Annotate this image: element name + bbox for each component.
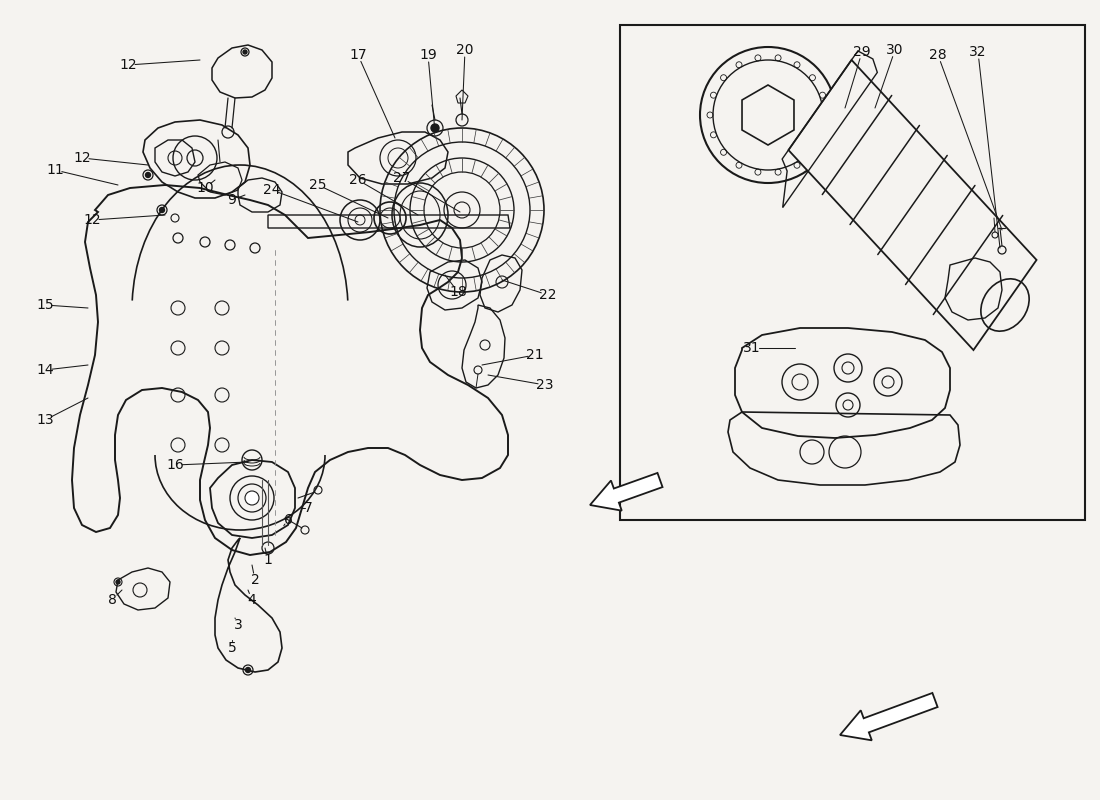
Circle shape xyxy=(116,580,120,584)
Circle shape xyxy=(843,400,852,410)
FancyArrow shape xyxy=(590,473,662,510)
Text: 4: 4 xyxy=(248,593,256,607)
Text: 27: 27 xyxy=(394,171,410,185)
Text: 24: 24 xyxy=(263,183,280,197)
Text: 10: 10 xyxy=(196,181,213,195)
Circle shape xyxy=(160,207,165,213)
Text: 16: 16 xyxy=(166,458,184,472)
Text: 8: 8 xyxy=(108,593,117,607)
Circle shape xyxy=(243,50,248,54)
Circle shape xyxy=(245,491,258,505)
Bar xyxy=(620,25,1085,520)
Text: 28: 28 xyxy=(930,48,947,62)
Text: 32: 32 xyxy=(969,45,987,59)
Text: 12: 12 xyxy=(74,151,91,165)
Circle shape xyxy=(431,124,439,132)
Text: 5: 5 xyxy=(228,641,236,655)
Text: 21: 21 xyxy=(526,348,543,362)
Text: 26: 26 xyxy=(349,173,366,187)
Text: 15: 15 xyxy=(36,298,54,312)
Text: 6: 6 xyxy=(284,513,293,527)
Text: 12: 12 xyxy=(119,58,136,72)
Circle shape xyxy=(842,362,854,374)
Text: 18: 18 xyxy=(449,285,466,299)
Text: 13: 13 xyxy=(36,413,54,427)
Text: 14: 14 xyxy=(36,363,54,377)
Text: 31: 31 xyxy=(744,341,761,355)
Circle shape xyxy=(245,667,251,673)
Circle shape xyxy=(882,376,894,388)
Text: 3: 3 xyxy=(233,618,242,632)
Text: 11: 11 xyxy=(46,163,64,177)
Text: 29: 29 xyxy=(854,45,871,59)
Text: 12: 12 xyxy=(84,213,101,227)
Text: 1: 1 xyxy=(264,553,273,567)
Text: 19: 19 xyxy=(419,48,437,62)
Circle shape xyxy=(145,173,151,178)
Circle shape xyxy=(792,374,808,390)
Polygon shape xyxy=(789,60,1036,350)
Text: 2: 2 xyxy=(251,573,260,587)
FancyArrow shape xyxy=(840,693,937,740)
Text: 23: 23 xyxy=(537,378,553,392)
Text: 25: 25 xyxy=(309,178,327,192)
Text: 17: 17 xyxy=(349,48,366,62)
Text: 9: 9 xyxy=(228,193,236,207)
Text: 30: 30 xyxy=(887,43,904,57)
Text: 20: 20 xyxy=(456,43,474,57)
Text: 22: 22 xyxy=(539,288,557,302)
Text: 7: 7 xyxy=(304,501,312,515)
